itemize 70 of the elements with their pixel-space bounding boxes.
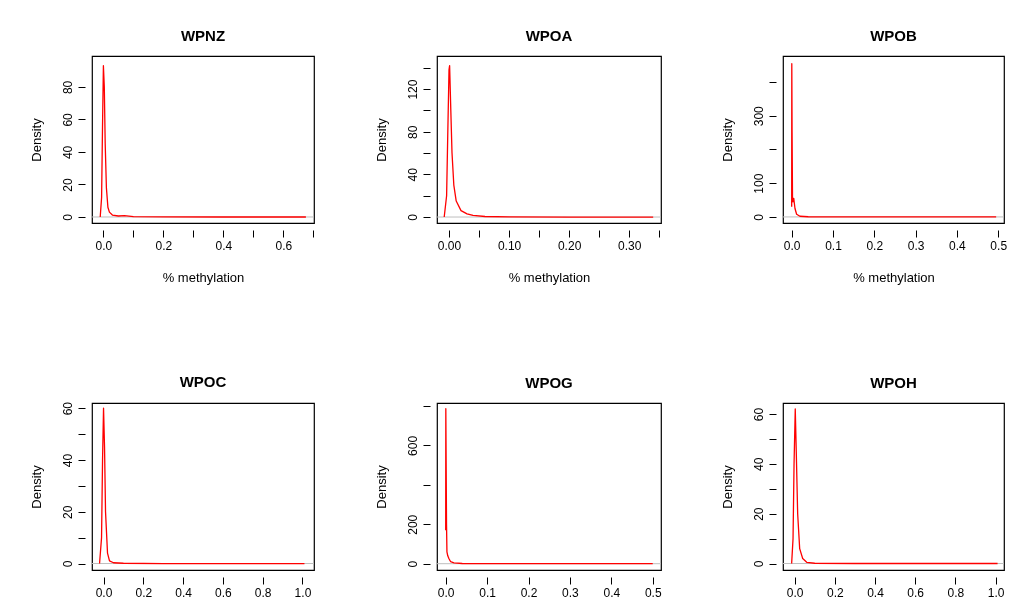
y-tick-label: 600 [405,435,420,456]
x-tick-label: 0.2 [866,238,884,253]
x-tick-label: 0.10 [497,238,522,253]
x-tick-label: 0.2 [520,585,538,600]
x-tick-label: 0.4 [949,238,967,253]
x-tick-label: 0.0 [437,585,455,600]
y-axis-title: Density [373,117,389,162]
y-tick-label: 20 [60,177,75,192]
y-tick-label: 40 [405,167,420,182]
y-tick-label: 80 [60,80,75,95]
x-tick-label: 0.4 [215,238,233,253]
y-tick-label: 200 [405,514,420,535]
y-tick-label: 300 [751,105,766,127]
y-axis-title: Density [373,464,389,509]
x-axis-title: % methylation [853,269,935,285]
y-tick-label: 40 [751,457,766,471]
chart-title: WPOH [870,374,917,391]
chart-title: WPOG [525,374,573,391]
x-tick-label: 0.4 [867,585,885,600]
y-axis-title: Density [28,464,44,509]
y-axis-title: Density [28,117,44,162]
x-tick-label: 0.1 [825,238,843,253]
x-tick-label: 0.00 [437,238,462,253]
x-tick-label: 0.3 [907,238,925,253]
x-tick-label: 0.3 [562,585,580,600]
x-tick-label: 0.5 [990,238,1008,253]
x-tick-label: 0.20 [557,238,582,253]
x-tick-label: 0.6 [275,238,293,253]
x-tick-label: 0.0 [95,585,113,600]
x-tick-label: 1.0 [294,585,312,600]
y-tick-label: 20 [751,507,766,521]
y-tick-label: 60 [751,407,766,422]
x-tick-label: 0.30 [617,238,642,253]
x-axis-title: % methylation [162,269,245,285]
x-tick-label: 0.8 [254,585,272,600]
x-tick-label: 0.2 [135,585,153,600]
x-axis-title: % methylation [508,269,591,285]
y-tick-label: 40 [60,145,75,160]
x-tick-label: 0.0 [786,585,804,600]
y-tick-label: 40 [60,453,75,468]
y-tick-label: 0 [60,213,75,221]
x-tick-label: 0.2 [155,238,173,253]
x-tick-label: 1.0 [987,585,1005,600]
y-tick-label: 0 [405,560,420,568]
x-tick-label: 0.8 [947,585,965,600]
x-tick-label: 0.0 [95,238,113,253]
y-tick-label: 100 [751,173,766,194]
y-axis-title: Density [719,117,735,162]
y-axis-title: Density [719,464,735,509]
x-tick-label: 0.6 [215,585,233,600]
chart-title: WPOC [179,372,227,390]
x-tick-label: 0.6 [907,585,925,600]
x-tick-label: 0.2 [826,585,844,600]
chart-title: WPOB [870,27,917,44]
y-tick-label: 0 [405,213,420,221]
y-tick-label: 80 [405,125,420,139]
y-tick-label: 60 [60,112,75,127]
chart-title: WPNZ [180,27,226,44]
x-tick-label: 0.4 [175,585,193,600]
y-tick-label: 0 [60,560,75,568]
x-tick-label: 0.1 [479,585,497,600]
y-tick-label: 0 [751,560,766,568]
chart-title: WPOA [525,27,573,44]
x-tick-label: 0.4 [603,585,621,600]
y-tick-label: 120 [405,79,420,100]
y-tick-label: 0 [751,213,766,221]
x-tick-label: 0.5 [644,585,662,600]
y-tick-label: 60 [60,401,75,416]
y-tick-label: 20 [60,505,75,519]
x-tick-label: 0.0 [783,238,801,253]
